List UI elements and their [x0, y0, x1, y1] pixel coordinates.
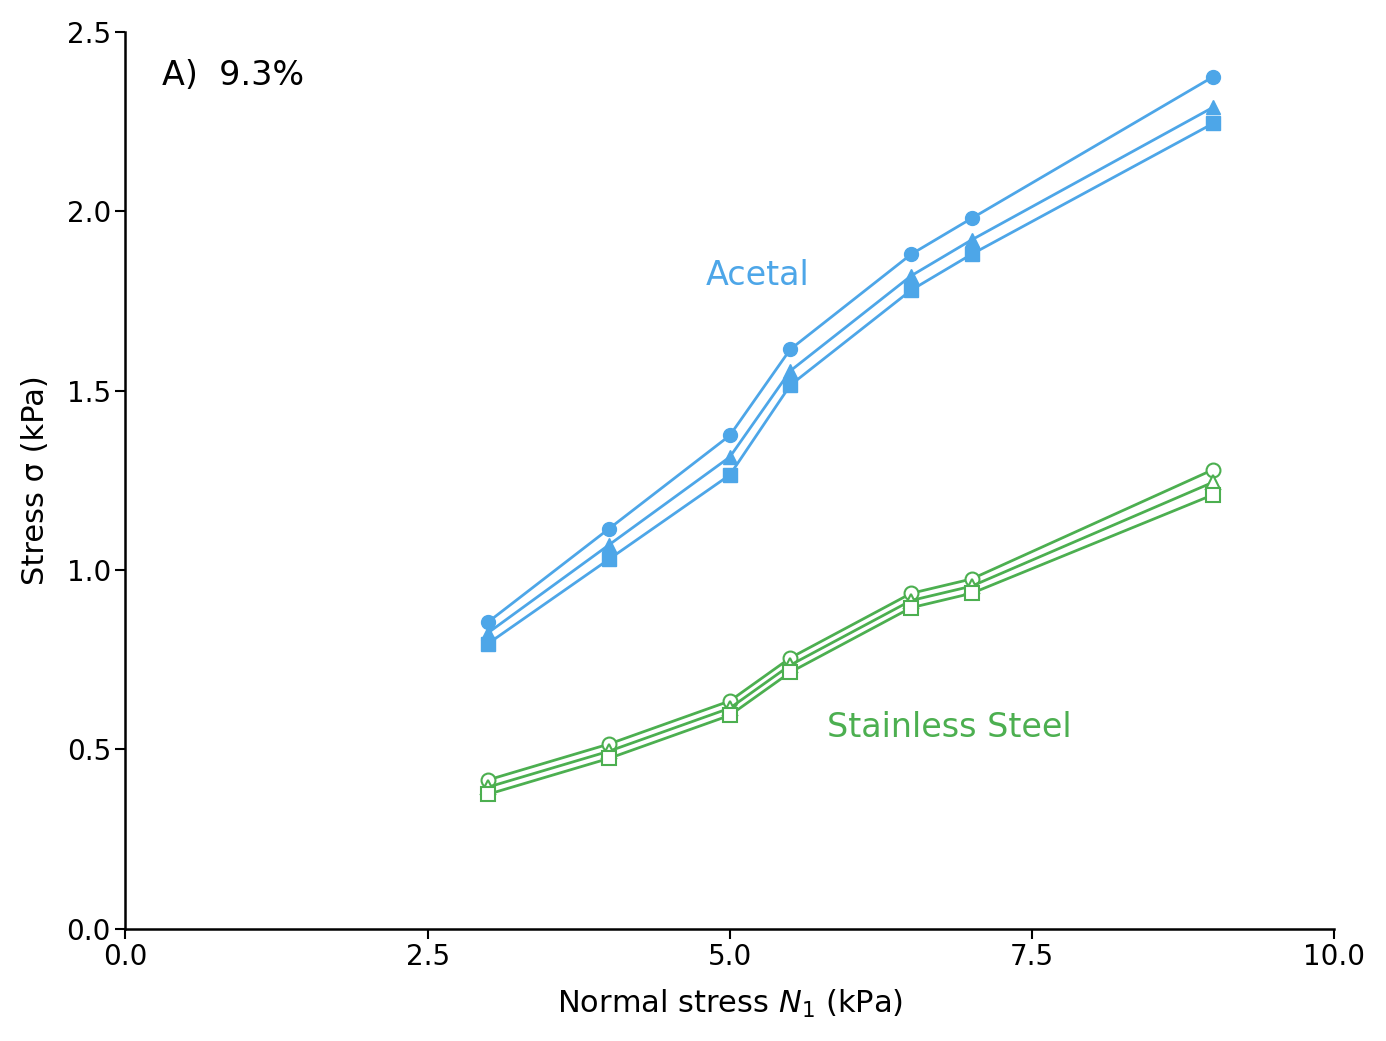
Text: A)  9.3%: A) 9.3%	[162, 58, 304, 92]
Y-axis label: Stress σ (kPa): Stress σ (kPa)	[21, 376, 50, 585]
Text: Acetal: Acetal	[705, 259, 809, 293]
Text: Stainless Steel: Stainless Steel	[826, 711, 1071, 744]
X-axis label: Normal stress $N_1$ (kPa): Normal stress $N_1$ (kPa)	[557, 988, 902, 1020]
